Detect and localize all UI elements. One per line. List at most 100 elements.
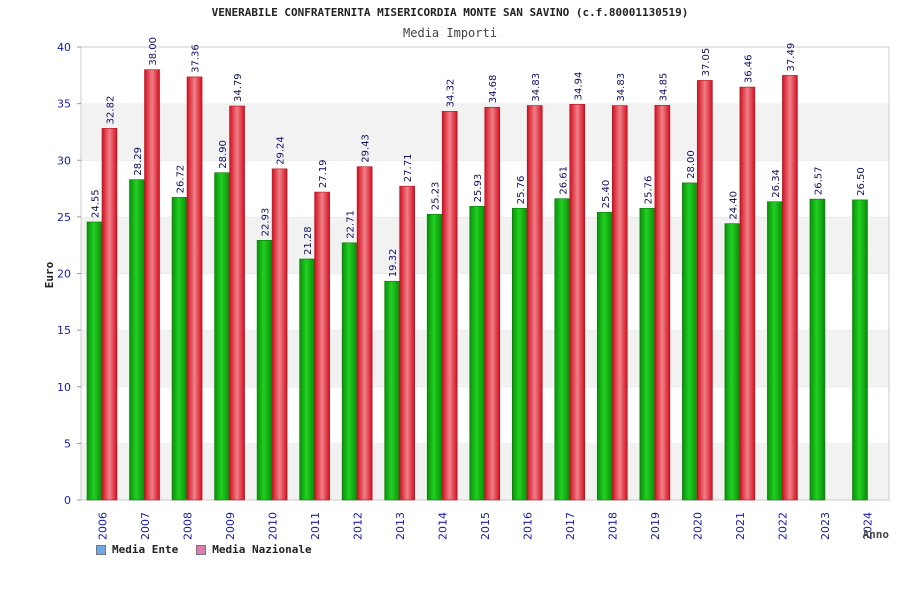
bar-value-label: 34.94 <box>573 72 584 101</box>
bar <box>597 212 613 501</box>
bar <box>526 105 543 501</box>
bar <box>569 104 586 501</box>
bar-value-label: 26.72 <box>176 165 187 194</box>
bar <box>767 201 783 501</box>
bar <box>612 105 628 501</box>
bar <box>384 280 400 501</box>
legend: Media Ente Media Nazionale <box>96 543 312 556</box>
y-tick-label: 35 <box>57 98 71 111</box>
bar-value-label: 25.76 <box>516 176 527 205</box>
x-tick-label: 2011 <box>309 512 322 540</box>
bar-value-label: 28.90 <box>218 140 229 169</box>
bar-value-label: 19.32 <box>388 249 399 278</box>
x-tick-label: 2022 <box>777 512 790 540</box>
legend-swatch-ente <box>96 544 106 555</box>
x-tick-label: 2021 <box>734 512 747 540</box>
bar-value-label: 34.83 <box>531 73 542 102</box>
bar <box>739 86 756 501</box>
x-tick-label: 2017 <box>564 512 577 540</box>
y-tick-label: 25 <box>57 211 71 224</box>
bar <box>426 213 443 501</box>
y-tick-label: 30 <box>57 154 71 167</box>
bar <box>256 240 273 501</box>
legend-label-ente: Media Ente <box>112 543 179 556</box>
bar <box>129 179 145 501</box>
bar <box>697 80 713 501</box>
bar-value-label: 26.57 <box>813 166 824 195</box>
bar-value-label: 28.00 <box>686 150 697 179</box>
bar-value-label: 29.24 <box>276 136 287 165</box>
bar-value-label: 22.71 <box>346 210 357 239</box>
bar-value-label: 38.00 <box>148 37 159 66</box>
y-tick-label: 0 <box>64 494 71 507</box>
x-tick-label: 2010 <box>266 512 279 540</box>
x-tick-label: 2013 <box>394 512 407 540</box>
x-tick-label: 2012 <box>351 512 364 540</box>
bar <box>441 111 458 501</box>
bar-value-label: 25.23 <box>431 182 442 211</box>
bars-group <box>86 69 868 501</box>
bar-value-label: 37.36 <box>191 44 202 73</box>
bar <box>399 185 415 501</box>
bar <box>341 242 358 501</box>
y-tick-label: 15 <box>57 324 71 337</box>
bar-value-label: 37.49 <box>786 43 797 72</box>
chart-title: VENERABILE CONFRATERNITA MISERICORDIA MO… <box>211 6 689 19</box>
bar-value-label: 27.19 <box>318 159 329 188</box>
bar-value-label: 37.05 <box>701 48 712 77</box>
bar <box>852 199 868 501</box>
bar <box>186 76 203 501</box>
x-tick-label: 2024 <box>862 512 875 540</box>
bar <box>639 207 656 501</box>
bar <box>809 198 826 501</box>
bar-value-label: 25.40 <box>601 180 612 209</box>
bar <box>356 166 373 501</box>
bar <box>469 206 486 501</box>
bar <box>484 106 501 501</box>
x-tick-label: 2020 <box>692 512 705 540</box>
bar-value-label: 21.28 <box>303 226 314 255</box>
bar <box>214 172 230 501</box>
legend-label-nazionale: Media Nazionale <box>212 543 312 556</box>
bar <box>654 105 671 501</box>
bar-value-label: 32.82 <box>106 96 117 125</box>
x-tick-label: 2006 <box>96 512 109 540</box>
x-tick-label: 2009 <box>224 512 237 540</box>
bar-value-label: 34.79 <box>233 73 244 102</box>
bar-value-label: 29.43 <box>361 134 372 163</box>
x-tick-label: 2008 <box>181 512 194 540</box>
bar <box>682 182 698 501</box>
bar <box>314 191 330 501</box>
bar-value-label: 36.46 <box>743 54 754 83</box>
chart-subtitle: Media Importi <box>403 26 497 40</box>
bar <box>299 258 315 501</box>
bar <box>724 223 741 501</box>
bar <box>86 221 103 501</box>
bar-value-label: 24.40 <box>728 191 739 220</box>
bar <box>144 69 160 501</box>
bar <box>271 168 288 501</box>
y-tick-label: 10 <box>57 381 71 394</box>
bar <box>554 198 571 501</box>
y-tick-label: 40 <box>57 41 71 54</box>
bar-value-labels: 24.55 32.82 28.29 38.00 26.72 37.36 28.90 34.79… <box>91 37 867 277</box>
bar <box>101 128 118 501</box>
bar-value-label: 27.71 <box>403 154 414 183</box>
x-tick-label: 2016 <box>522 512 535 540</box>
y-tick-label: 5 <box>64 437 71 450</box>
legend-item-nazionale: Media Nazionale <box>196 543 312 556</box>
x-tick-label: 2015 <box>479 512 492 540</box>
y-axis-label: Euro <box>43 261 56 288</box>
bar-value-label: 26.50 <box>856 167 867 196</box>
bar-value-label: 26.34 <box>771 169 782 198</box>
x-tick-label: 2007 <box>139 512 152 540</box>
bar-value-label: 34.68 <box>488 75 499 104</box>
bar <box>229 105 245 501</box>
bar-value-label: 34.85 <box>658 73 669 102</box>
x-tick-label: 2014 <box>436 512 449 540</box>
bar-value-label: 25.93 <box>473 174 484 203</box>
bar-value-label: 25.76 <box>643 176 654 205</box>
bar <box>171 197 188 501</box>
x-axis-label: Anno <box>863 528 890 541</box>
